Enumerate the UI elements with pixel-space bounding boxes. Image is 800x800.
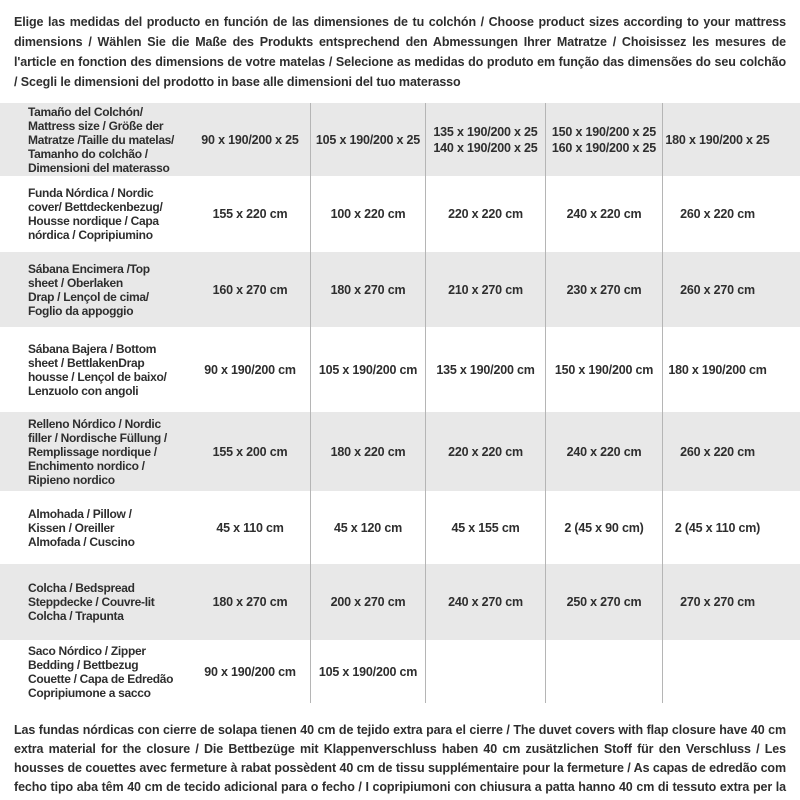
size-cell: 240 x 220 cm [545, 176, 662, 252]
size-cell: 155 x 220 cm [212, 207, 288, 221]
size-cell: 180 x 220 cm [310, 412, 425, 491]
header-note: Elige las medidas del producto en funció… [14, 15, 786, 89]
row-label: Sábana Bajera / Bottom sheet / Bettlaken… [28, 341, 167, 398]
size-cell [545, 640, 662, 703]
size-column-header: 90 x 190/200 x 25 [201, 132, 299, 147]
table-row-nordic-cover: Funda Nórdica / Nordic cover/ Bettdecken… [0, 176, 800, 252]
size-cell [662, 640, 800, 703]
footer-note: Las fundas nórdicas con cierre de solapa… [14, 723, 786, 800]
size-cell: 210 x 270 cm [425, 252, 545, 327]
table-row-bottom-sheet: Sábana Bajera / Bottom sheet / Bettlaken… [0, 327, 800, 412]
size-cell: 90 x 190/200 cm [204, 664, 296, 679]
size-cell: 200 x 270 cm [310, 564, 425, 640]
size-cell: 180 x 190/200 cm [662, 327, 800, 412]
table-header-row: Tamaño del Colchón/ Mattress size / Größ… [0, 103, 800, 176]
size-cell: 2 (45 x 110 cm) [662, 491, 800, 564]
size-cell [425, 640, 545, 703]
mattress-size-label: Tamaño del Colchón/ Mattress size / Größ… [28, 104, 175, 175]
size-cell: 230 x 270 cm [545, 252, 662, 327]
size-cell: 180 x 270 cm [212, 595, 288, 609]
size-cell: 240 x 220 cm [545, 412, 662, 491]
size-cell: 220 x 220 cm [425, 412, 545, 491]
row-label: Colcha / Bedspread Steppdecke / Couvre-l… [28, 581, 155, 623]
size-table: Tamaño del Colchón/ Mattress size / Größ… [0, 103, 800, 703]
size-cell: 45 x 120 cm [310, 491, 425, 564]
size-column-header: 180 x 190/200 x 25 [662, 103, 800, 176]
table-row-bedspread: Colcha / Bedspread Steppdecke / Couvre-l… [0, 564, 800, 640]
size-column-header: 135 x 190/200 x 25 140 x 190/200 x 25 [425, 103, 545, 176]
table-row-nordic-filler: Relleno Nórdico / Nordic filler / Nordis… [0, 412, 800, 491]
size-cell: 270 x 270 cm [662, 564, 800, 640]
size-cell: 160 x 270 cm [212, 282, 288, 297]
row-label: Almohada / Pillow / Kissen / Oreiller Al… [28, 506, 135, 549]
table-row-top-sheet: Sábana Encimera /Top sheet / Oberlaken D… [0, 252, 800, 327]
size-cell: 2 (45 x 90 cm) [545, 491, 662, 564]
table-row-pillow: Almohada / Pillow / Kissen / Oreiller Al… [0, 491, 800, 564]
size-column-header: 150 x 190/200 x 25 160 x 190/200 x 25 [545, 103, 662, 176]
size-cell: 155 x 200 cm [212, 444, 288, 459]
row-label: Saco Nórdico / Zipper Bedding / Bettbezu… [28, 643, 174, 700]
size-cell: 180 x 270 cm [310, 252, 425, 327]
table-row-zipper-bedding: Saco Nórdico / Zipper Bedding / Bettbezu… [0, 640, 800, 703]
size-cell: 105 x 190/200 cm [310, 640, 425, 703]
row-label: Relleno Nórdico / Nordic filler / Nordis… [28, 416, 167, 487]
size-cell: 150 x 190/200 cm [545, 327, 662, 412]
size-column-header: 105 x 190/200 x 25 [310, 103, 425, 176]
row-label: Funda Nórdica / Nordic cover/ Bettdecken… [28, 186, 163, 242]
size-cell: 240 x 270 cm [425, 564, 545, 640]
size-cell: 45 x 155 cm [425, 491, 545, 564]
size-cell: 100 x 220 cm [310, 176, 425, 252]
size-cell: 220 x 220 cm [425, 176, 545, 252]
size-cell: 260 x 220 cm [662, 412, 800, 491]
size-cell: 90 x 190/200 cm [204, 362, 296, 377]
size-cell: 135 x 190/200 cm [425, 327, 545, 412]
size-cell: 260 x 270 cm [662, 252, 800, 327]
size-cell: 260 x 220 cm [662, 176, 800, 252]
row-label: Sábana Encimera /Top sheet / Oberlaken D… [28, 261, 150, 318]
size-cell: 250 x 270 cm [545, 564, 662, 640]
size-cell: 45 x 110 cm [216, 520, 284, 535]
size-cell: 105 x 190/200 cm [310, 327, 425, 412]
